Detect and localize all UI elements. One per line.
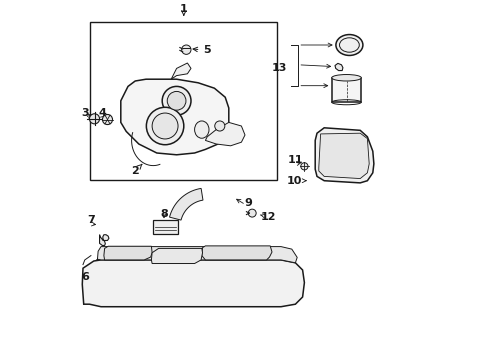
Text: 8: 8 (160, 209, 168, 219)
Text: 12: 12 (261, 212, 276, 222)
Text: 6: 6 (82, 272, 90, 282)
Polygon shape (99, 235, 109, 246)
Polygon shape (202, 246, 272, 260)
Circle shape (152, 113, 178, 139)
Ellipse shape (332, 75, 361, 81)
Text: 9: 9 (245, 198, 252, 208)
Circle shape (301, 163, 308, 170)
Circle shape (102, 114, 113, 125)
Polygon shape (104, 246, 152, 260)
FancyBboxPatch shape (153, 220, 178, 234)
Text: 5: 5 (193, 45, 211, 55)
Circle shape (90, 114, 99, 124)
Circle shape (182, 45, 191, 54)
Text: 4: 4 (99, 108, 107, 118)
Circle shape (147, 107, 184, 145)
Text: 11: 11 (288, 155, 303, 165)
Text: 7: 7 (87, 215, 95, 225)
Polygon shape (335, 63, 343, 71)
Text: 10: 10 (287, 176, 302, 186)
Polygon shape (121, 79, 229, 155)
Circle shape (248, 209, 256, 217)
Circle shape (215, 121, 225, 131)
Polygon shape (319, 133, 369, 179)
Polygon shape (315, 128, 374, 183)
Circle shape (167, 91, 186, 110)
Bar (90, 22, 277, 180)
Polygon shape (82, 260, 304, 307)
Text: 1: 1 (180, 4, 188, 14)
Polygon shape (151, 248, 202, 264)
Polygon shape (170, 188, 203, 220)
Text: 13: 13 (272, 63, 288, 73)
Text: 3: 3 (81, 108, 89, 118)
Polygon shape (205, 122, 245, 146)
Text: 2: 2 (131, 164, 142, 176)
Ellipse shape (195, 121, 209, 138)
FancyBboxPatch shape (332, 78, 361, 102)
Polygon shape (97, 247, 297, 263)
Ellipse shape (336, 35, 363, 55)
Circle shape (162, 86, 191, 115)
Polygon shape (171, 63, 191, 79)
